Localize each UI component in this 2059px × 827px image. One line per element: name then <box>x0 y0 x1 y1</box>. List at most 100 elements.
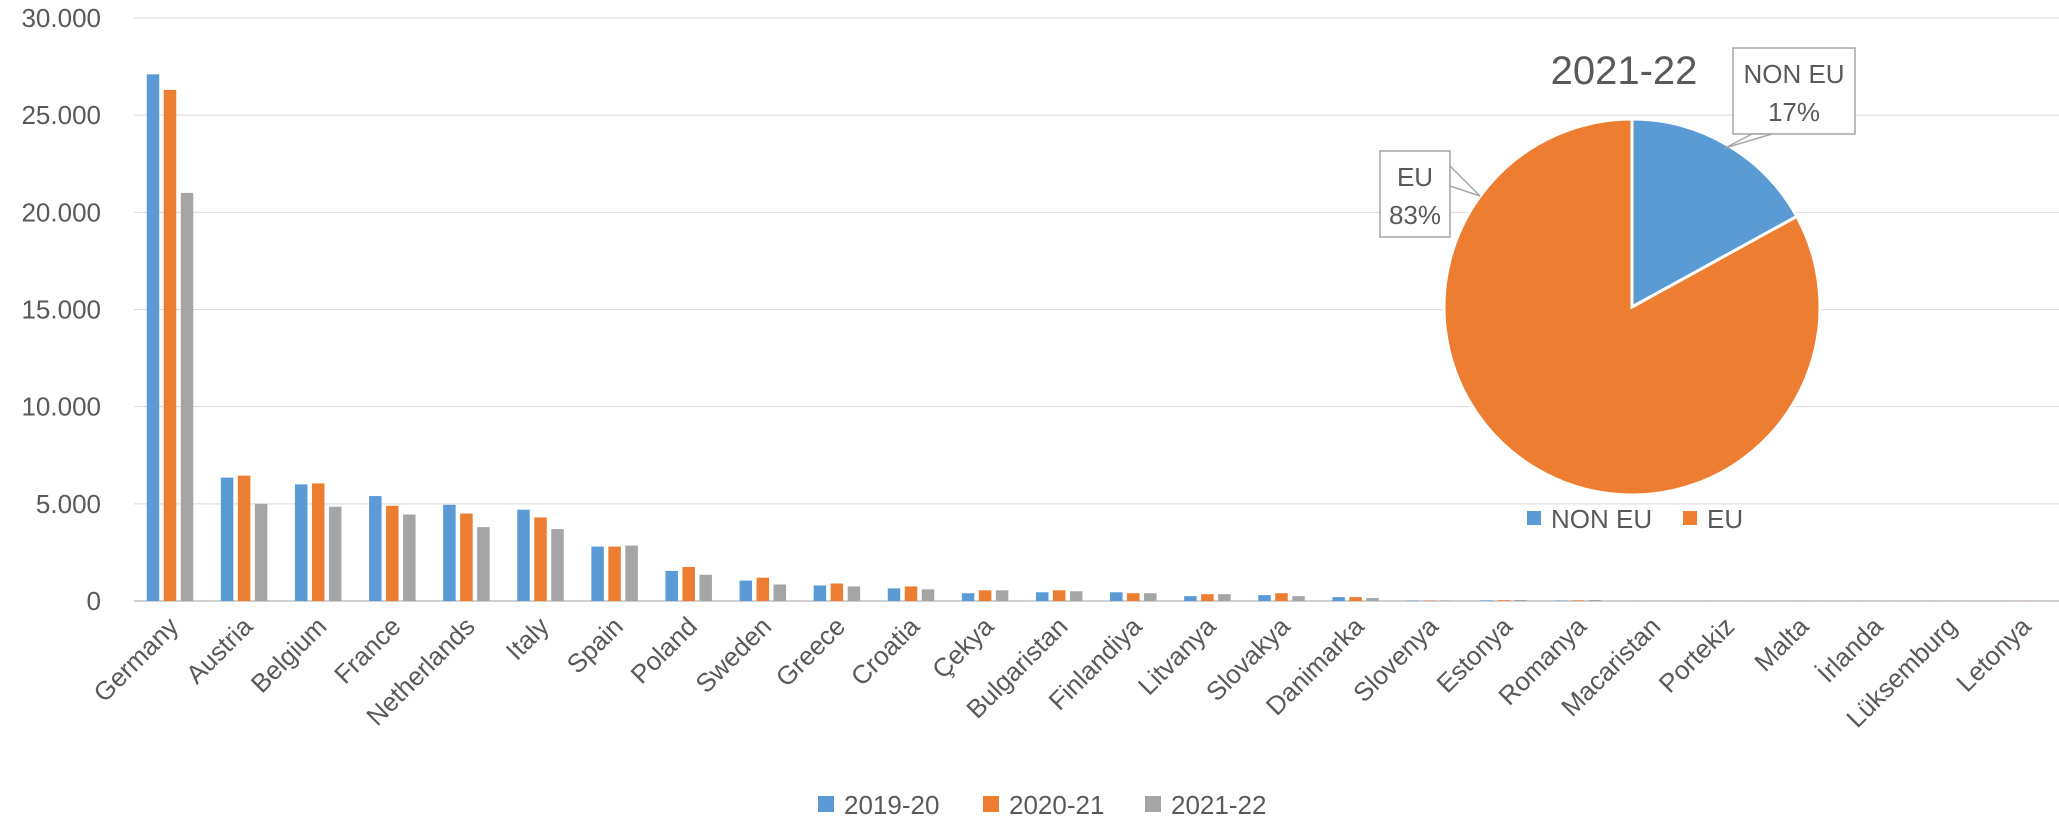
bar-2019-20-Sweden <box>740 581 753 601</box>
bar-2019-20-Poland <box>665 571 678 601</box>
y-tick-label: 15.000 <box>21 295 101 325</box>
pie-label-pct: 17% <box>1768 97 1820 127</box>
bar-2019-20-France <box>369 496 382 601</box>
x-tick-label: Germany <box>87 611 184 708</box>
legend-item-2020-21: 2020-21 <box>983 790 1104 820</box>
bar-2019-20-Greece <box>814 585 827 601</box>
bar-2020-21-Greece <box>831 584 844 601</box>
bar-2021-22-Croatia <box>922 589 935 601</box>
bar-2019-20-Çekya <box>962 593 975 601</box>
pie-legend: NON EU EU <box>1527 504 1743 534</box>
pie-legend-item-eu: EU <box>1683 504 1743 534</box>
bar-2020-21-France <box>386 506 399 601</box>
bar-2019-20-Estonya <box>1481 600 1494 601</box>
bar-2021-22-Poland <box>699 575 712 601</box>
bar-2019-20-Litvanya <box>1184 596 1197 601</box>
legend-label: NON EU <box>1551 504 1652 534</box>
bar-2021-22-Spain <box>625 546 638 601</box>
bar-2019-20-Slovakya <box>1258 595 1271 601</box>
bar-2020-21-Çekya <box>979 590 992 601</box>
bar-2020-21-Danimarka <box>1349 597 1362 601</box>
legend-swatch <box>983 796 999 812</box>
bar-2020-21-Netherlands <box>460 514 473 601</box>
bar-2021-22-Çekya <box>996 590 1009 601</box>
y-tick-label: 20.000 <box>21 197 101 227</box>
x-tick-label: Croatia <box>845 611 926 692</box>
pie-title: 2021-22 <box>1551 49 1698 93</box>
bar-2021-22-Slovakya <box>1292 596 1305 601</box>
bar-2021-22-Germany <box>181 193 194 601</box>
x-tick-label: Letonya <box>1950 611 2037 698</box>
bar-2020-21-Estonya <box>1498 600 1511 601</box>
bar-2021-22-Austria <box>255 504 268 601</box>
bar-2020-21-Belgium <box>312 483 325 601</box>
bar-2021-22-Greece <box>848 586 861 601</box>
x-tick-label: Spain <box>561 611 629 679</box>
legend-item-2019-20: 2019-20 <box>818 790 939 820</box>
legend-item-2021-22: 2021-22 <box>1145 790 1266 820</box>
bar-2020-21-Poland <box>682 567 695 601</box>
legend-label: 2020-21 <box>1009 790 1104 820</box>
pie-chart: 2021-22 NON EU 17% EU 83% NON EU EU <box>1380 48 1855 534</box>
bar-2019-20-Belgium <box>295 484 308 601</box>
y-tick-label: 5.000 <box>36 489 101 519</box>
legend-label: EU <box>1707 504 1743 534</box>
x-tick-label: Sweden <box>689 611 777 699</box>
pie-label-name: NON EU <box>1743 59 1844 89</box>
pie-label-non-eu: NON EU 17% <box>1725 48 1855 148</box>
y-tick-label: 30.000 <box>21 3 101 33</box>
bar-2020-21-Croatia <box>905 586 918 601</box>
bar-2019-20-Spain <box>591 547 604 601</box>
bar-2019-20-Germany <box>147 74 160 601</box>
bar-2019-20-Austria <box>221 478 234 601</box>
bar-2021-22-Finlandiya <box>1144 593 1157 601</box>
bar-2021-22-Italy <box>551 529 564 601</box>
callout-pointer <box>1725 134 1772 148</box>
bar-2020-21-Romanya <box>1572 600 1585 601</box>
y-tick-label: 25.000 <box>21 100 101 130</box>
bar-2019-20-Danimarka <box>1332 597 1345 601</box>
bar-2021-22-Netherlands <box>477 527 490 601</box>
legend-swatch <box>1527 511 1541 525</box>
y-axis-tick-labels: 0 5.000 10.000 15.000 20.000 25.000 30.000 <box>21 3 101 616</box>
bar-2019-20-Finlandiya <box>1110 592 1123 601</box>
y-tick-label: 10.000 <box>21 392 101 422</box>
bar-2021-22-Bulgaristan <box>1070 591 1083 601</box>
bar-2021-22-Estonya <box>1515 600 1528 601</box>
bar-2020-21-Italy <box>534 517 547 601</box>
bar-2021-22-Litvanya <box>1218 594 1231 601</box>
x-tick-label: Greece <box>770 611 852 693</box>
pie-legend-item-non-eu: NON EU <box>1527 504 1652 534</box>
bar-2021-22-Danimarka <box>1366 598 1379 601</box>
y-tick-label: 0 <box>87 586 101 616</box>
legend-label: 2019-20 <box>844 790 939 820</box>
x-tick-label: Malta <box>1748 611 1815 678</box>
bar-2021-22-Sweden <box>774 584 787 601</box>
bar-2021-22-France <box>403 515 416 601</box>
pie-label-name: EU <box>1397 162 1433 192</box>
bar-2021-22-Belgium <box>329 507 342 601</box>
legend-swatch <box>818 796 834 812</box>
bar-2020-21-Sweden <box>757 578 770 601</box>
bar-2019-20-Netherlands <box>443 505 456 601</box>
bar-2019-20-Croatia <box>888 588 901 601</box>
x-tick-label: Italy <box>500 611 555 666</box>
bar-2019-20-Italy <box>517 510 530 601</box>
bar-2020-21-Finlandiya <box>1127 593 1140 601</box>
bar-2020-21-Slovakya <box>1275 593 1288 601</box>
bar-2020-21-Spain <box>608 547 621 601</box>
bar-2019-20-Bulgaristan <box>1036 592 1049 601</box>
bar-legend: 2019-20 2020-21 2021-22 <box>818 790 1266 820</box>
bar-2020-21-Bulgaristan <box>1053 590 1066 601</box>
x-tick-label: Belgium <box>245 611 333 699</box>
bar-2020-21-Germany <box>164 90 177 601</box>
legend-swatch <box>1683 511 1697 525</box>
legend-label: 2021-22 <box>1171 790 1266 820</box>
bar-2021-22-Romanya <box>1589 600 1602 601</box>
bar-2020-21-Austria <box>238 476 251 601</box>
pie-label-pct: 83% <box>1389 200 1441 230</box>
bar-2020-21-Litvanya <box>1201 594 1214 601</box>
legend-swatch <box>1145 796 1161 812</box>
